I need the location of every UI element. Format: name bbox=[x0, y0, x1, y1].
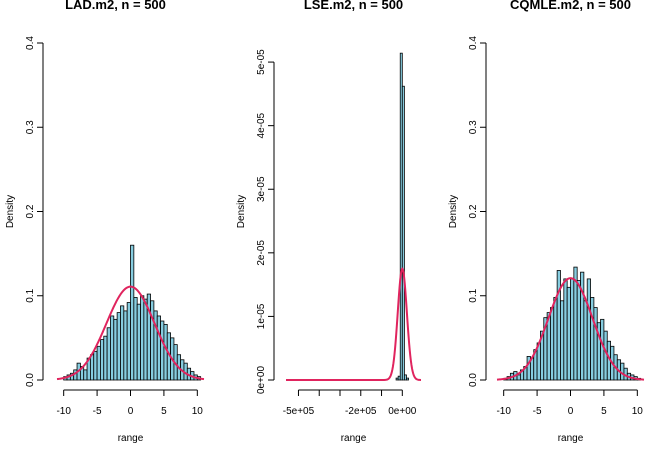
chart-panel-3: CQMLE.m2, n = 500 0.0 0.1 0.2 0.3 0.4 Density -… bbox=[448, 0, 645, 444]
histogram-bar bbox=[126, 302, 131, 381]
histogram-bar bbox=[93, 350, 98, 381]
x-tick-label: -5 bbox=[93, 406, 102, 417]
density-curve bbox=[56, 285, 205, 381]
histogram-bar bbox=[600, 318, 605, 381]
x-tick-label: 0 bbox=[128, 406, 134, 417]
x-tick-label: 10 bbox=[192, 406, 204, 417]
histogram-bar bbox=[406, 377, 409, 381]
density-curve bbox=[496, 277, 645, 381]
x-tick-label: 0e+00 bbox=[388, 406, 417, 417]
x-tick-label: -10 bbox=[496, 406, 511, 417]
histogram-bar bbox=[550, 307, 555, 381]
x-tick-label: 5 bbox=[601, 406, 607, 417]
x-axis-label: range bbox=[341, 433, 367, 444]
x-tick-label: -10 bbox=[56, 406, 71, 417]
chart-title: LAD.m2, n = 500 bbox=[65, 0, 166, 12]
y-axis-label: Density bbox=[236, 195, 247, 228]
x-tick-label: 5 bbox=[161, 406, 167, 417]
y-tick-label: 0.3 bbox=[25, 120, 36, 134]
chart-panel-2: LSE.m2, n = 500 0e+00 1e-05 2e-05 3e-05 4e-05… bbox=[236, 0, 422, 444]
histogram-bar bbox=[586, 278, 591, 381]
y-axis-label: Density bbox=[5, 195, 16, 228]
histogram-bar bbox=[516, 374, 521, 381]
y-tick-label: 0.2 bbox=[468, 204, 479, 218]
histogram-bar bbox=[130, 244, 135, 381]
histogram-bar bbox=[560, 300, 565, 381]
y-tick-label: 0.4 bbox=[468, 36, 479, 50]
histogram-bar bbox=[116, 312, 121, 381]
chart-panel-1: LAD.m2, n = 500 0.0 0.1 0.2 0.3 0.4 Density -10… bbox=[5, 0, 205, 444]
histogram-bar bbox=[83, 369, 88, 381]
x-tick-label: -5e+05 bbox=[283, 406, 315, 417]
histogram-bar bbox=[120, 305, 125, 381]
density-curve bbox=[286, 267, 422, 381]
y-tick-label: 0.1 bbox=[25, 288, 36, 302]
y-tick-label: 0e+00 bbox=[256, 366, 267, 395]
y-tick-label: 4e-05 bbox=[256, 112, 267, 138]
y-tick-label: 5e-05 bbox=[256, 49, 267, 75]
histogram-bar bbox=[566, 286, 571, 381]
histogram-bar bbox=[576, 280, 581, 381]
x-tick-label: 0 bbox=[568, 406, 574, 417]
histogram-bar bbox=[590, 297, 595, 381]
histogram-bar bbox=[100, 339, 105, 381]
chart-title: LSE.m2, n = 500 bbox=[304, 0, 403, 12]
histogram-bar bbox=[553, 297, 558, 381]
histogram-bar bbox=[123, 310, 128, 381]
histogram-bar bbox=[136, 303, 141, 381]
y-tick-label: 0.4 bbox=[25, 36, 36, 50]
x-axis-label: range bbox=[118, 433, 144, 444]
histogram-bar bbox=[110, 315, 115, 381]
y-tick-label: 0.3 bbox=[468, 120, 479, 134]
y-tick-label: 0.1 bbox=[468, 288, 479, 302]
histogram-bar bbox=[556, 270, 561, 381]
histogram-bar bbox=[583, 300, 588, 381]
histogram-bar bbox=[160, 320, 165, 381]
histogram-bar bbox=[401, 85, 405, 381]
x-tick-label: 10 bbox=[632, 406, 644, 417]
histogram-bar bbox=[156, 315, 161, 381]
histogram-bar bbox=[133, 297, 138, 381]
histogram-bar bbox=[570, 278, 575, 381]
y-tick-label: 0.0 bbox=[25, 373, 36, 387]
x-tick-label: -2e+05 bbox=[345, 406, 377, 417]
x-tick-label: -5 bbox=[533, 406, 542, 417]
y-tick-label: 1e-05 bbox=[256, 303, 267, 329]
chart-title: CQMLE.m2, n = 500 bbox=[510, 0, 631, 12]
x-axis-label: range bbox=[558, 433, 584, 444]
y-tick-label: 3e-05 bbox=[256, 176, 267, 202]
histogram-bar bbox=[593, 307, 598, 381]
histogram-bar bbox=[96, 345, 101, 381]
histogram-bar bbox=[140, 295, 145, 381]
histogram-bar bbox=[106, 327, 111, 381]
y-axis-label: Density bbox=[448, 195, 459, 228]
histogram-bar bbox=[113, 318, 118, 381]
histogram-bar bbox=[143, 298, 148, 381]
y-tick-label: 2e-05 bbox=[256, 240, 267, 266]
histogram-bar bbox=[403, 374, 407, 381]
histogram-bar bbox=[563, 278, 568, 381]
histogram-bar bbox=[103, 335, 108, 381]
histogram-bar bbox=[573, 266, 578, 381]
histogram-bar bbox=[90, 354, 95, 381]
histogram-bar bbox=[163, 323, 168, 381]
y-tick-label: 0.2 bbox=[25, 204, 36, 218]
y-tick-label: 0.0 bbox=[468, 373, 479, 387]
